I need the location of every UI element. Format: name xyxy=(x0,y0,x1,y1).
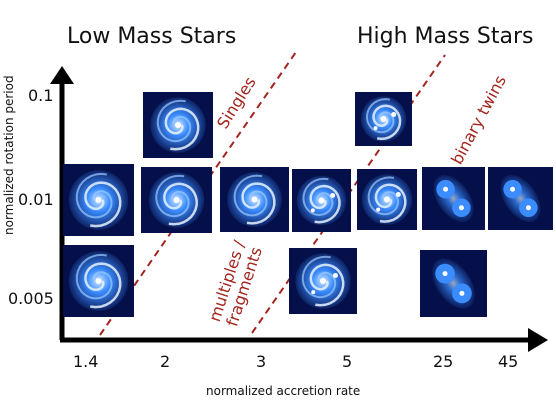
sim-panel-r3-c25 xyxy=(420,250,487,317)
high-mass-heading: High Mass Stars xyxy=(357,24,534,49)
x-tick-25: 25 xyxy=(433,352,454,371)
sim-panel-r3-c5 xyxy=(289,248,357,314)
x-axis-arrow-icon xyxy=(528,328,548,352)
sim-panel-r2-c5 xyxy=(357,169,417,230)
y-tick-0-1: 0.1 xyxy=(28,86,54,105)
sim-panel-r2-c1-4 xyxy=(63,164,134,236)
x-tick-5: 5 xyxy=(342,352,353,371)
x-tick-3: 3 xyxy=(256,352,267,371)
low-mass-heading: Low Mass Stars xyxy=(67,24,237,49)
x-tick-2: 2 xyxy=(160,352,171,371)
sim-panel-r3-c1-4 xyxy=(63,245,134,317)
sim-panel-r2-c3b xyxy=(292,169,351,232)
x-axis-title: normalized accretion rate xyxy=(206,384,361,398)
y-axis-arrow-icon xyxy=(50,66,74,84)
sim-panel-r2-c45 xyxy=(488,167,553,230)
y-tick-0-01: 0.01 xyxy=(18,190,54,209)
y-axis-title: normalized rotation period xyxy=(2,75,16,235)
sim-panel-r2-c3 xyxy=(220,167,289,232)
y-tick-0-005: 0.005 xyxy=(8,289,54,308)
x-tick-1-4: 1.4 xyxy=(73,352,99,371)
sim-panel-r1-c5 xyxy=(355,92,412,146)
sim-panel-r1-c2 xyxy=(143,92,213,158)
sim-panel-r2-c2 xyxy=(141,167,212,233)
sim-panel-r2-c25 xyxy=(422,167,485,230)
x-tick-45: 45 xyxy=(498,352,519,371)
